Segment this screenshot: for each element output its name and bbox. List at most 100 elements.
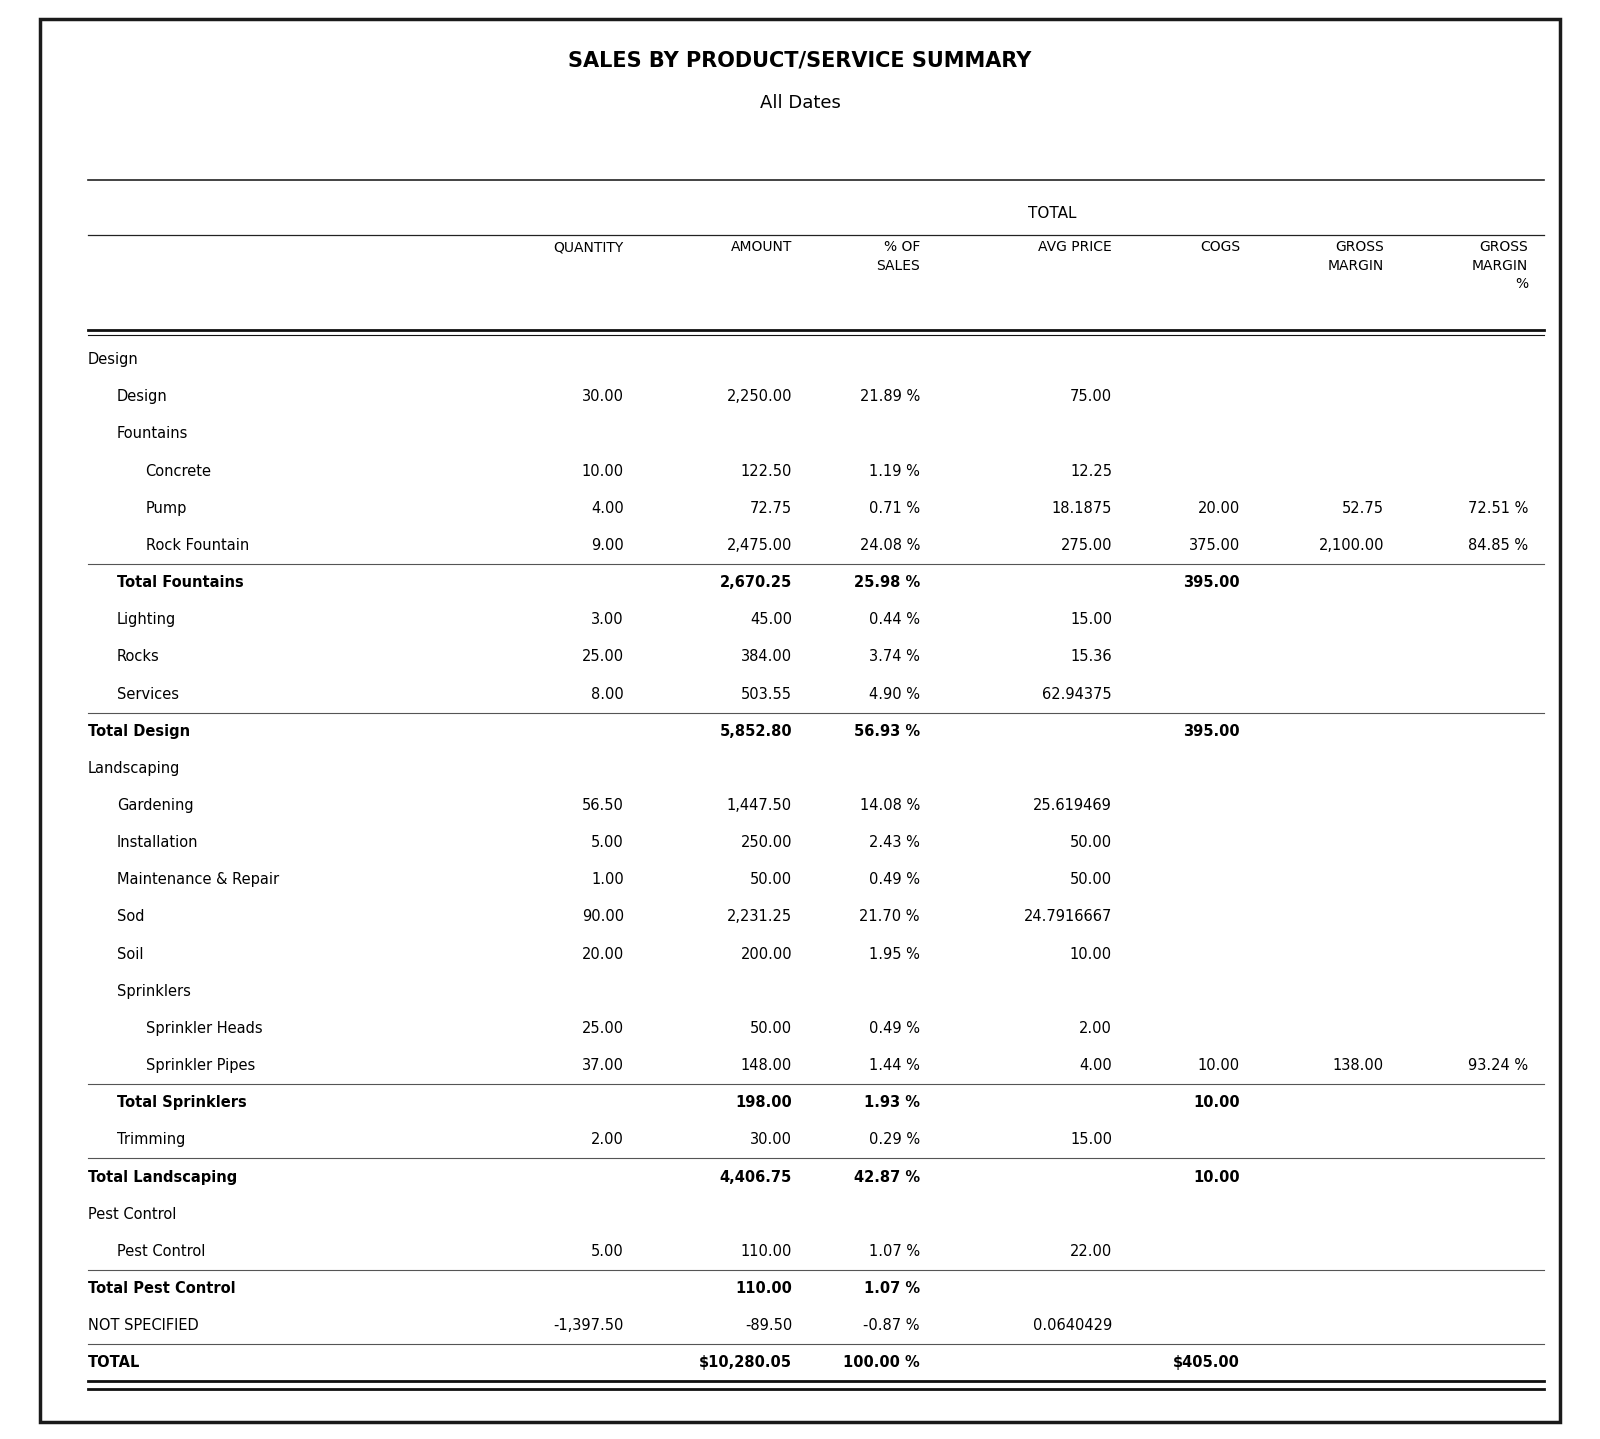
Text: Rock Fountain: Rock Fountain xyxy=(146,538,250,553)
Text: 9.00: 9.00 xyxy=(592,538,624,553)
Text: 100.00 %: 100.00 % xyxy=(843,1356,920,1370)
Text: Sprinklers: Sprinklers xyxy=(117,984,190,999)
Text: Fountains: Fountains xyxy=(117,426,189,442)
Text: 24.08 %: 24.08 % xyxy=(859,538,920,553)
Text: 42.87 %: 42.87 % xyxy=(854,1170,920,1184)
Text: 198.00: 198.00 xyxy=(736,1095,792,1111)
Text: Total Fountains: Total Fountains xyxy=(117,576,243,590)
Text: Total Landscaping: Total Landscaping xyxy=(88,1170,237,1184)
Text: 384.00: 384.00 xyxy=(741,649,792,665)
Text: 12.25: 12.25 xyxy=(1070,463,1112,479)
Text: 1.95 %: 1.95 % xyxy=(869,947,920,961)
Text: 5.00: 5.00 xyxy=(592,1243,624,1259)
Text: 30.00: 30.00 xyxy=(582,390,624,404)
Text: Sod: Sod xyxy=(117,909,144,924)
Text: 4.90 %: 4.90 % xyxy=(869,686,920,702)
Text: 1.00: 1.00 xyxy=(592,872,624,888)
Text: COGS: COGS xyxy=(1200,240,1240,255)
Text: 20.00: 20.00 xyxy=(582,947,624,961)
Text: Services: Services xyxy=(117,686,179,702)
Text: 75.00: 75.00 xyxy=(1070,390,1112,404)
Text: NOT SPECIFIED: NOT SPECIFIED xyxy=(88,1318,198,1333)
Text: 10.00: 10.00 xyxy=(1198,1058,1240,1073)
Text: -0.87 %: -0.87 % xyxy=(864,1318,920,1333)
Text: 50.00: 50.00 xyxy=(750,1020,792,1036)
Text: 1.44 %: 1.44 % xyxy=(869,1058,920,1073)
Text: 0.71 %: 0.71 % xyxy=(869,501,920,515)
Text: TOTAL: TOTAL xyxy=(88,1356,141,1370)
Text: Lighting: Lighting xyxy=(117,612,176,627)
Text: 72.51 %: 72.51 % xyxy=(1467,501,1528,515)
Text: 0.49 %: 0.49 % xyxy=(869,872,920,888)
Text: 15.00: 15.00 xyxy=(1070,1132,1112,1147)
Text: 110.00: 110.00 xyxy=(734,1281,792,1297)
Text: 10.00: 10.00 xyxy=(1194,1170,1240,1184)
Text: 200.00: 200.00 xyxy=(741,947,792,961)
Text: 10.00: 10.00 xyxy=(582,463,624,479)
Text: 1.07 %: 1.07 % xyxy=(864,1281,920,1297)
Text: 25.00: 25.00 xyxy=(582,649,624,665)
Text: 5.00: 5.00 xyxy=(592,835,624,850)
Text: 25.00: 25.00 xyxy=(582,1020,624,1036)
Text: 22.00: 22.00 xyxy=(1070,1243,1112,1259)
Text: 2,100.00: 2,100.00 xyxy=(1318,538,1384,553)
Text: 122.50: 122.50 xyxy=(741,463,792,479)
Text: 21.70 %: 21.70 % xyxy=(859,909,920,924)
Text: 0.29 %: 0.29 % xyxy=(869,1132,920,1147)
Text: Installation: Installation xyxy=(117,835,198,850)
Text: 4,406.75: 4,406.75 xyxy=(720,1170,792,1184)
Text: 37.00: 37.00 xyxy=(582,1058,624,1073)
Text: 56.93 %: 56.93 % xyxy=(854,724,920,738)
Text: 4.00: 4.00 xyxy=(592,501,624,515)
Text: % OF
SALES: % OF SALES xyxy=(877,240,920,273)
Text: 3.00: 3.00 xyxy=(592,612,624,627)
Text: 2,670.25: 2,670.25 xyxy=(720,576,792,590)
Text: 15.36: 15.36 xyxy=(1070,649,1112,665)
Text: 24.7916667: 24.7916667 xyxy=(1024,909,1112,924)
Text: 93.24 %: 93.24 % xyxy=(1467,1058,1528,1073)
Text: 2.43 %: 2.43 % xyxy=(869,835,920,850)
Text: 56.50: 56.50 xyxy=(582,799,624,813)
Text: 0.49 %: 0.49 % xyxy=(869,1020,920,1036)
Text: Gardening: Gardening xyxy=(117,799,194,813)
Text: Pest Control: Pest Control xyxy=(88,1207,176,1222)
Text: 50.00: 50.00 xyxy=(750,872,792,888)
Text: 2.00: 2.00 xyxy=(590,1132,624,1147)
Text: Soil: Soil xyxy=(117,947,144,961)
Text: Pest Control: Pest Control xyxy=(117,1243,205,1259)
Text: Total Design: Total Design xyxy=(88,724,190,738)
Text: GROSS
MARGIN: GROSS MARGIN xyxy=(1328,240,1384,273)
Text: 3.74 %: 3.74 % xyxy=(869,649,920,665)
Text: Total Sprinklers: Total Sprinklers xyxy=(117,1095,246,1111)
Text: TOTAL: TOTAL xyxy=(1027,206,1077,220)
Text: 10.00: 10.00 xyxy=(1070,947,1112,961)
Text: 5,852.80: 5,852.80 xyxy=(720,724,792,738)
Text: AVG PRICE: AVG PRICE xyxy=(1038,240,1112,255)
Text: GROSS
MARGIN
%: GROSS MARGIN % xyxy=(1472,240,1528,291)
Text: Concrete: Concrete xyxy=(146,463,211,479)
Text: Maintenance & Repair: Maintenance & Repair xyxy=(117,872,278,888)
Text: $10,280.05: $10,280.05 xyxy=(699,1356,792,1370)
Text: Sprinkler Heads: Sprinkler Heads xyxy=(146,1020,262,1036)
Text: 1.93 %: 1.93 % xyxy=(864,1095,920,1111)
Text: 2,231.25: 2,231.25 xyxy=(726,909,792,924)
Text: 375.00: 375.00 xyxy=(1189,538,1240,553)
Text: 503.55: 503.55 xyxy=(741,686,792,702)
Text: 0.0640429: 0.0640429 xyxy=(1032,1318,1112,1333)
Text: 50.00: 50.00 xyxy=(1070,872,1112,888)
Text: 20.00: 20.00 xyxy=(1198,501,1240,515)
Text: 72.75: 72.75 xyxy=(750,501,792,515)
Text: 275.00: 275.00 xyxy=(1061,538,1112,553)
Text: 0.44 %: 0.44 % xyxy=(869,612,920,627)
Text: 50.00: 50.00 xyxy=(1070,835,1112,850)
Text: QUANTITY: QUANTITY xyxy=(554,240,624,255)
Text: SALES BY PRODUCT/SERVICE SUMMARY: SALES BY PRODUCT/SERVICE SUMMARY xyxy=(568,50,1032,71)
Text: 4.00: 4.00 xyxy=(1080,1058,1112,1073)
Text: $405.00: $405.00 xyxy=(1173,1356,1240,1370)
Text: 90.00: 90.00 xyxy=(582,909,624,924)
Text: 8.00: 8.00 xyxy=(592,686,624,702)
Text: 2,475.00: 2,475.00 xyxy=(726,538,792,553)
Text: 2.00: 2.00 xyxy=(1078,1020,1112,1036)
Text: 45.00: 45.00 xyxy=(750,612,792,627)
Text: 395.00: 395.00 xyxy=(1184,576,1240,590)
